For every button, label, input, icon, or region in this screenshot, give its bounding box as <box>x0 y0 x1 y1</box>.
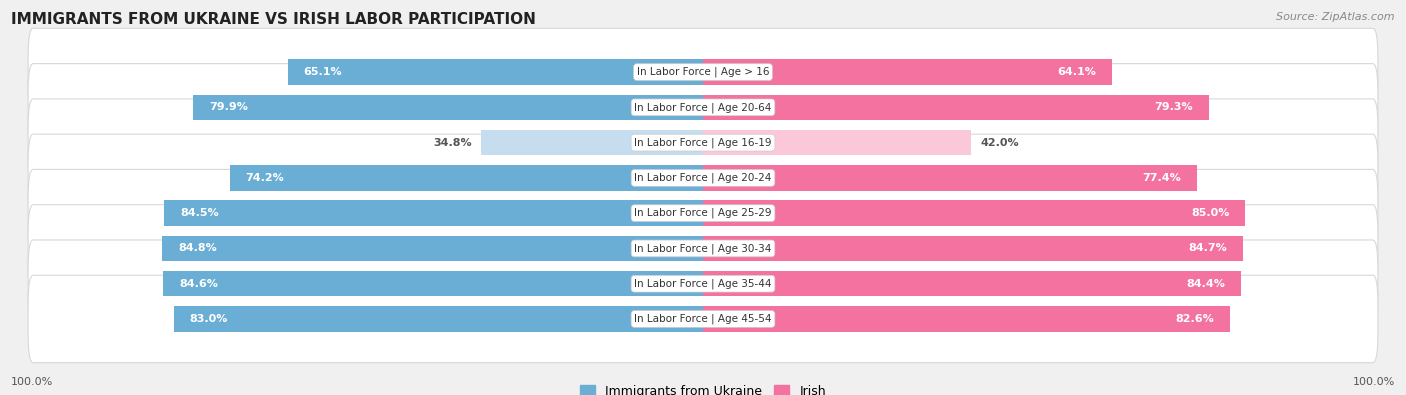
Text: 100.0%: 100.0% <box>11 377 53 387</box>
Text: 84.6%: 84.6% <box>180 279 218 289</box>
Text: In Labor Force | Age 25-29: In Labor Force | Age 25-29 <box>634 208 772 218</box>
Text: 83.0%: 83.0% <box>190 314 228 324</box>
Bar <box>165 201 703 226</box>
Text: 84.8%: 84.8% <box>179 243 217 254</box>
Bar <box>703 95 1209 120</box>
Bar <box>703 201 1246 226</box>
Text: 77.4%: 77.4% <box>1142 173 1181 183</box>
Text: 42.0%: 42.0% <box>980 137 1019 148</box>
Text: 34.8%: 34.8% <box>433 137 471 148</box>
FancyBboxPatch shape <box>28 28 1378 116</box>
Text: In Labor Force | Age > 16: In Labor Force | Age > 16 <box>637 67 769 77</box>
Text: 100.0%: 100.0% <box>1353 377 1395 387</box>
Bar <box>703 271 1241 296</box>
Text: In Labor Force | Age 45-54: In Labor Force | Age 45-54 <box>634 314 772 324</box>
Text: In Labor Force | Age 30-34: In Labor Force | Age 30-34 <box>634 243 772 254</box>
Bar <box>703 130 972 155</box>
Bar <box>229 165 703 191</box>
Text: In Labor Force | Age 20-64: In Labor Force | Age 20-64 <box>634 102 772 113</box>
FancyBboxPatch shape <box>28 205 1378 292</box>
Text: 79.3%: 79.3% <box>1154 102 1192 112</box>
Bar <box>173 306 703 332</box>
Text: 64.1%: 64.1% <box>1057 67 1095 77</box>
Text: In Labor Force | Age 20-24: In Labor Force | Age 20-24 <box>634 173 772 183</box>
FancyBboxPatch shape <box>28 240 1378 327</box>
FancyBboxPatch shape <box>28 134 1378 222</box>
Bar <box>703 59 1112 85</box>
FancyBboxPatch shape <box>28 275 1378 363</box>
Text: Source: ZipAtlas.com: Source: ZipAtlas.com <box>1277 12 1395 22</box>
FancyBboxPatch shape <box>28 169 1378 257</box>
Text: In Labor Force | Age 35-44: In Labor Force | Age 35-44 <box>634 278 772 289</box>
Text: IMMIGRANTS FROM UKRAINE VS IRISH LABOR PARTICIPATION: IMMIGRANTS FROM UKRAINE VS IRISH LABOR P… <box>11 12 536 27</box>
Bar <box>703 306 1230 332</box>
Text: 74.2%: 74.2% <box>246 173 284 183</box>
Bar <box>163 271 703 296</box>
Bar <box>193 95 703 120</box>
Text: 65.1%: 65.1% <box>304 67 342 77</box>
Text: 84.7%: 84.7% <box>1188 243 1227 254</box>
Text: 84.4%: 84.4% <box>1187 279 1226 289</box>
Bar <box>162 236 703 261</box>
Text: 79.9%: 79.9% <box>209 102 247 112</box>
Text: 82.6%: 82.6% <box>1175 314 1213 324</box>
Bar <box>703 236 1243 261</box>
FancyBboxPatch shape <box>28 64 1378 151</box>
Text: 85.0%: 85.0% <box>1191 208 1229 218</box>
FancyBboxPatch shape <box>28 99 1378 186</box>
Legend: Immigrants from Ukraine, Irish: Immigrants from Ukraine, Irish <box>575 380 831 395</box>
Bar <box>481 130 703 155</box>
Bar <box>288 59 703 85</box>
Bar <box>703 165 1197 191</box>
Text: 84.5%: 84.5% <box>180 208 218 218</box>
Text: In Labor Force | Age 16-19: In Labor Force | Age 16-19 <box>634 137 772 148</box>
